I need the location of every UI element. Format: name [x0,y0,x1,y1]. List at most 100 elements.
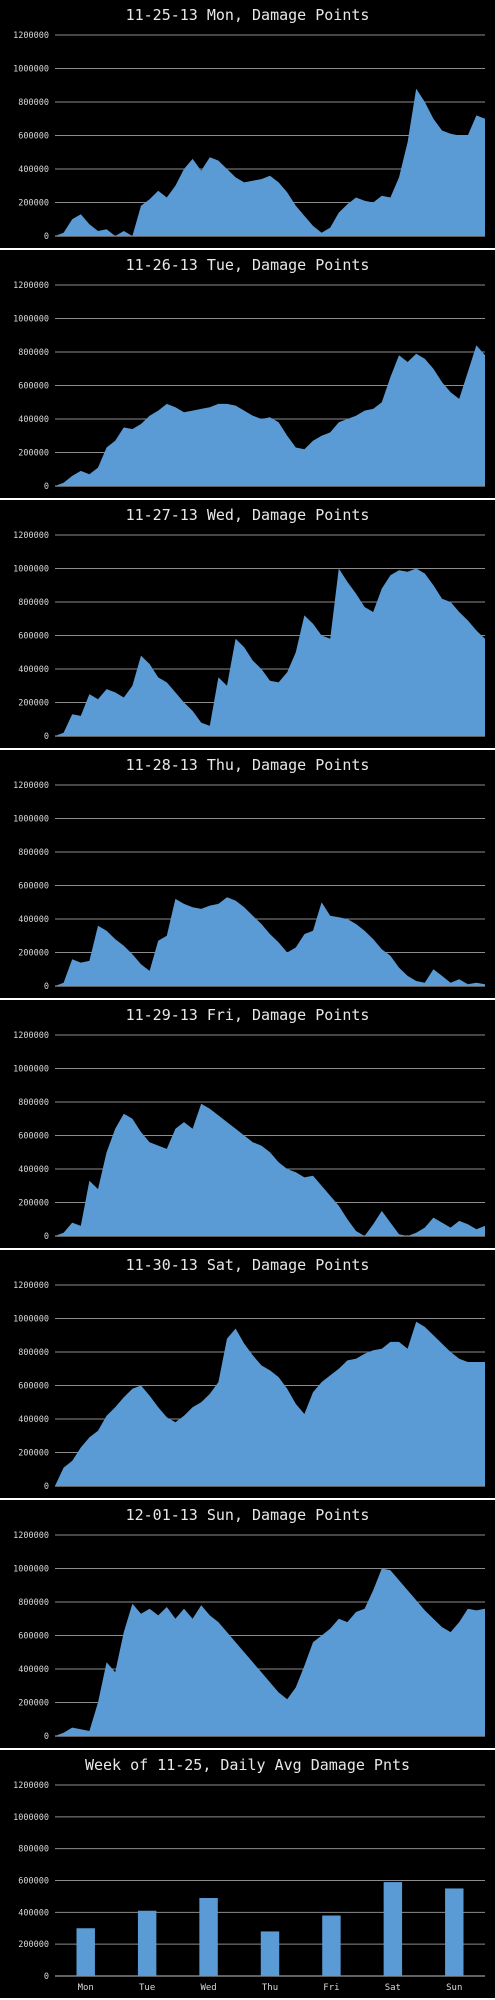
y-tick-label: 800000 [18,1598,49,1608]
y-tick-label: 0 [44,1232,49,1242]
chart-title: 11-28-13 Thu, Damage Points [125,756,370,774]
y-tick-label: 600000 [18,632,49,642]
x-tick-label: Sun [446,1983,462,1993]
y-tick-label: 1000000 [13,1565,49,1575]
x-tick-label: Thu [262,1983,278,1993]
y-tick-label: 1200000 [13,1781,49,1791]
y-tick-label: 800000 [18,598,49,608]
y-tick-label: 1000000 [13,1813,49,1823]
bar [76,1928,95,1976]
y-tick-label: 800000 [18,98,49,108]
y-tick-label: 600000 [18,1132,49,1142]
chart-svg: 0 200000 400000 600000 800000 1000000 1200000 [13,781,485,992]
area-series [55,1103,485,1236]
chart-panel-1: 11-25-13 Mon, Damage Points 0 200000 400000… [0,0,495,248]
y-tick-label: 600000 [18,132,49,142]
y-tick-label: 0 [44,982,49,992]
y-tick-label: 800000 [18,1845,49,1855]
y-tick-label: 400000 [18,1165,49,1175]
y-tick-label: 0 [44,232,49,242]
y-tick-label: 1000000 [13,65,49,75]
area-series [55,568,485,736]
y-tick-label: 1200000 [13,281,49,291]
y-tick-label: 600000 [18,1632,49,1642]
chart-panel-2: 11-26-13 Tue, Damage Points 0 200000 400000… [0,250,495,498]
y-tick-label: 200000 [18,199,49,209]
y-tick-label: 400000 [18,665,49,675]
y-tick-label: 200000 [18,1199,49,1209]
chart-title: 11-27-13 Wed, Damage Points [125,506,370,524]
y-tick-label: 0 [44,482,49,492]
y-tick-label: 1000000 [13,815,49,825]
bar [322,1915,341,1976]
chart-svg: 0 200000 400000 600000 800000 1000000 1200000 [13,1531,485,1742]
y-tick-label: 200000 [18,699,49,709]
y-tick-label: 0 [44,732,49,742]
chart-title: 12-01-13 Sun, Damage Points [125,1506,370,1524]
chart-panel-5: 11-29-13 Fri, Damage Points 0 200000 400000… [0,1000,495,1248]
y-tick-label: 800000 [18,1348,49,1358]
y-tick-label: 0 [44,1732,49,1742]
y-tick-label: 400000 [18,415,49,425]
y-tick-label: 1000000 [13,1315,49,1325]
y-tick-label: 1200000 [13,1281,49,1291]
y-tick-label: 1200000 [13,1031,49,1041]
x-tick-label: Wed [200,1983,216,1993]
y-tick-label: 1200000 [13,31,49,41]
area-series [55,897,485,986]
chart-title: Week of 11-25, Daily Avg Damage Pnts [84,1756,411,1774]
x-tick-label: Tue [139,1983,155,1993]
area-series [55,1321,485,1486]
chart-panel-8: Week of 11-25, Daily Avg Damage Pnts 0 200… [0,1750,495,1998]
y-tick-label: 800000 [18,348,49,358]
y-tick-label: 0 [44,1482,49,1492]
chart-svg: 0 200000 400000 600000 800000 1000000 1200000 [13,31,485,242]
y-tick-label: 1200000 [13,781,49,791]
y-tick-label: 600000 [18,882,49,892]
x-tick-label: Mon [78,1983,94,1993]
chart-panel-3: 11-27-13 Wed, Damage Points 0 200000 400000… [0,500,495,748]
y-tick-label: 600000 [18,382,49,392]
y-tick-label: 800000 [18,1098,49,1108]
chart-svg: 0 200000 400000 600000 800000 1000000 1200000 [13,1031,485,1242]
area-series [55,88,485,236]
chart-title: 11-29-13 Fri, Damage Points [125,1006,370,1024]
chart-panel-7: 12-01-13 Sun, Damage Points 0 200000 400000… [0,1500,495,1748]
y-tick-label: 200000 [18,449,49,459]
y-tick-label: 400000 [18,1665,49,1675]
y-tick-label: 400000 [18,1908,49,1918]
chart-svg: 0 200000 400000 600000 800000 1000000 1200000 [13,281,485,492]
chart-svg: 0 200000 400000 600000 800000 1000000 1200000 [13,531,485,742]
y-tick-label: 400000 [18,165,49,175]
bar [445,1888,464,1976]
y-tick-label: 200000 [18,949,49,959]
bar [137,1910,157,1976]
y-tick-label: 800000 [18,848,49,858]
area-series [55,345,485,486]
bar [199,1898,218,1976]
chart-svg: 0 200000 400000 600000 800000 1000000 1200000 [13,1281,485,1492]
chart-title: 11-26-13 Tue, Damage Points [125,256,370,274]
chart-title: 11-30-13 Sat, Damage Points [125,1256,370,1274]
y-tick-label: 0 [44,1972,49,1982]
y-tick-label: 1200000 [13,1531,49,1541]
y-tick-label: 1000000 [13,1065,49,1075]
bar [260,1931,280,1976]
chart-svg: 0 200000 400000 600000 800000 1000000 1200000 M… [13,1781,485,1993]
y-tick-label: 400000 [18,1415,49,1425]
area-series [55,1568,485,1736]
x-tick-label: Sat [385,1983,401,1993]
y-tick-label: 200000 [18,1699,49,1709]
y-tick-label: 600000 [18,1877,49,1887]
x-tick-label: Fri [323,1983,339,1993]
bar [383,1882,403,1976]
y-tick-label: 1000000 [13,565,49,575]
chart-panel-6: 11-30-13 Sat, Damage Points 0 200000 400000… [0,1250,495,1498]
chart-title: 11-25-13 Mon, Damage Points [125,6,370,24]
y-tick-label: 400000 [18,915,49,925]
y-tick-label: 200000 [18,1449,49,1459]
chart-panel-4: 11-28-13 Thu, Damage Points 0 200000 400000… [0,750,495,998]
y-tick-label: 200000 [18,1940,49,1950]
y-tick-label: 1200000 [13,531,49,541]
